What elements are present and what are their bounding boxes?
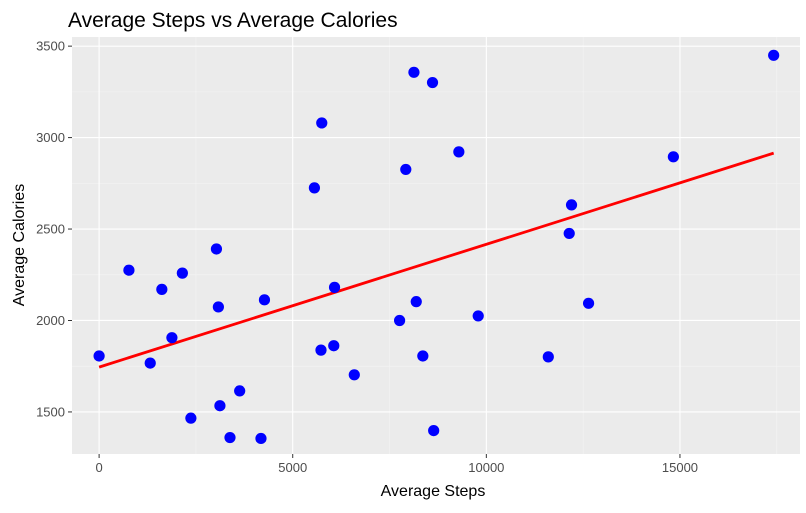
chart-title: Average Steps vs Average Calories [68, 9, 398, 32]
y-tick-label: 1500 [36, 404, 65, 419]
data-point [667, 151, 679, 163]
x-tick-label: 5000 [278, 460, 307, 475]
x-tick-label: 0 [95, 460, 102, 475]
y-tick-label: 3000 [36, 130, 65, 145]
data-point [166, 332, 178, 344]
data-point [255, 432, 267, 445]
x-axis: 0 5000 10000 15000 [95, 454, 698, 475]
data-point [214, 400, 226, 412]
data-point [123, 264, 135, 276]
data-point [565, 199, 578, 211]
data-point [315, 344, 327, 356]
data-point [563, 227, 575, 240]
data-point [93, 350, 105, 362]
data-point [210, 243, 223, 255]
data-point [328, 340, 340, 352]
y-tick-label: 3500 [36, 39, 65, 54]
y-tick-label: 2500 [36, 222, 65, 237]
data-point [328, 281, 341, 293]
data-point [408, 66, 420, 78]
data-point [185, 412, 197, 424]
data-point [156, 283, 168, 295]
data-point [400, 163, 412, 176]
x-tick-label: 15000 [662, 460, 698, 475]
data-point [234, 385, 246, 397]
data-points [93, 49, 780, 445]
trend-line-group [98, 151, 775, 369]
y-axis-title: Average Calories [11, 184, 28, 306]
y-axis: 1500 2000 2500 3000 3500 [36, 39, 72, 419]
data-point [417, 350, 429, 362]
data-point [410, 296, 422, 308]
minor-gridlines [72, 37, 800, 454]
x-tick-label: 10000 [468, 460, 504, 475]
data-point [316, 117, 328, 129]
data-point [582, 297, 595, 309]
data-point [348, 369, 360, 381]
data-point [428, 424, 440, 437]
data-point [453, 146, 465, 158]
data-point [768, 49, 780, 61]
data-point [224, 431, 236, 444]
y-tick-label: 2000 [36, 313, 65, 328]
data-point [258, 294, 271, 306]
data-point [144, 357, 156, 369]
data-point [426, 76, 439, 89]
data-point [212, 301, 224, 313]
data-point [176, 267, 188, 279]
data-point [308, 182, 321, 194]
x-axis-title: Average Steps [381, 483, 486, 500]
data-point [542, 351, 554, 363]
trend-line [98, 151, 775, 369]
data-point [472, 310, 484, 322]
data-point [394, 314, 406, 327]
plot-panel [72, 37, 800, 454]
major-gridlines [72, 37, 800, 454]
